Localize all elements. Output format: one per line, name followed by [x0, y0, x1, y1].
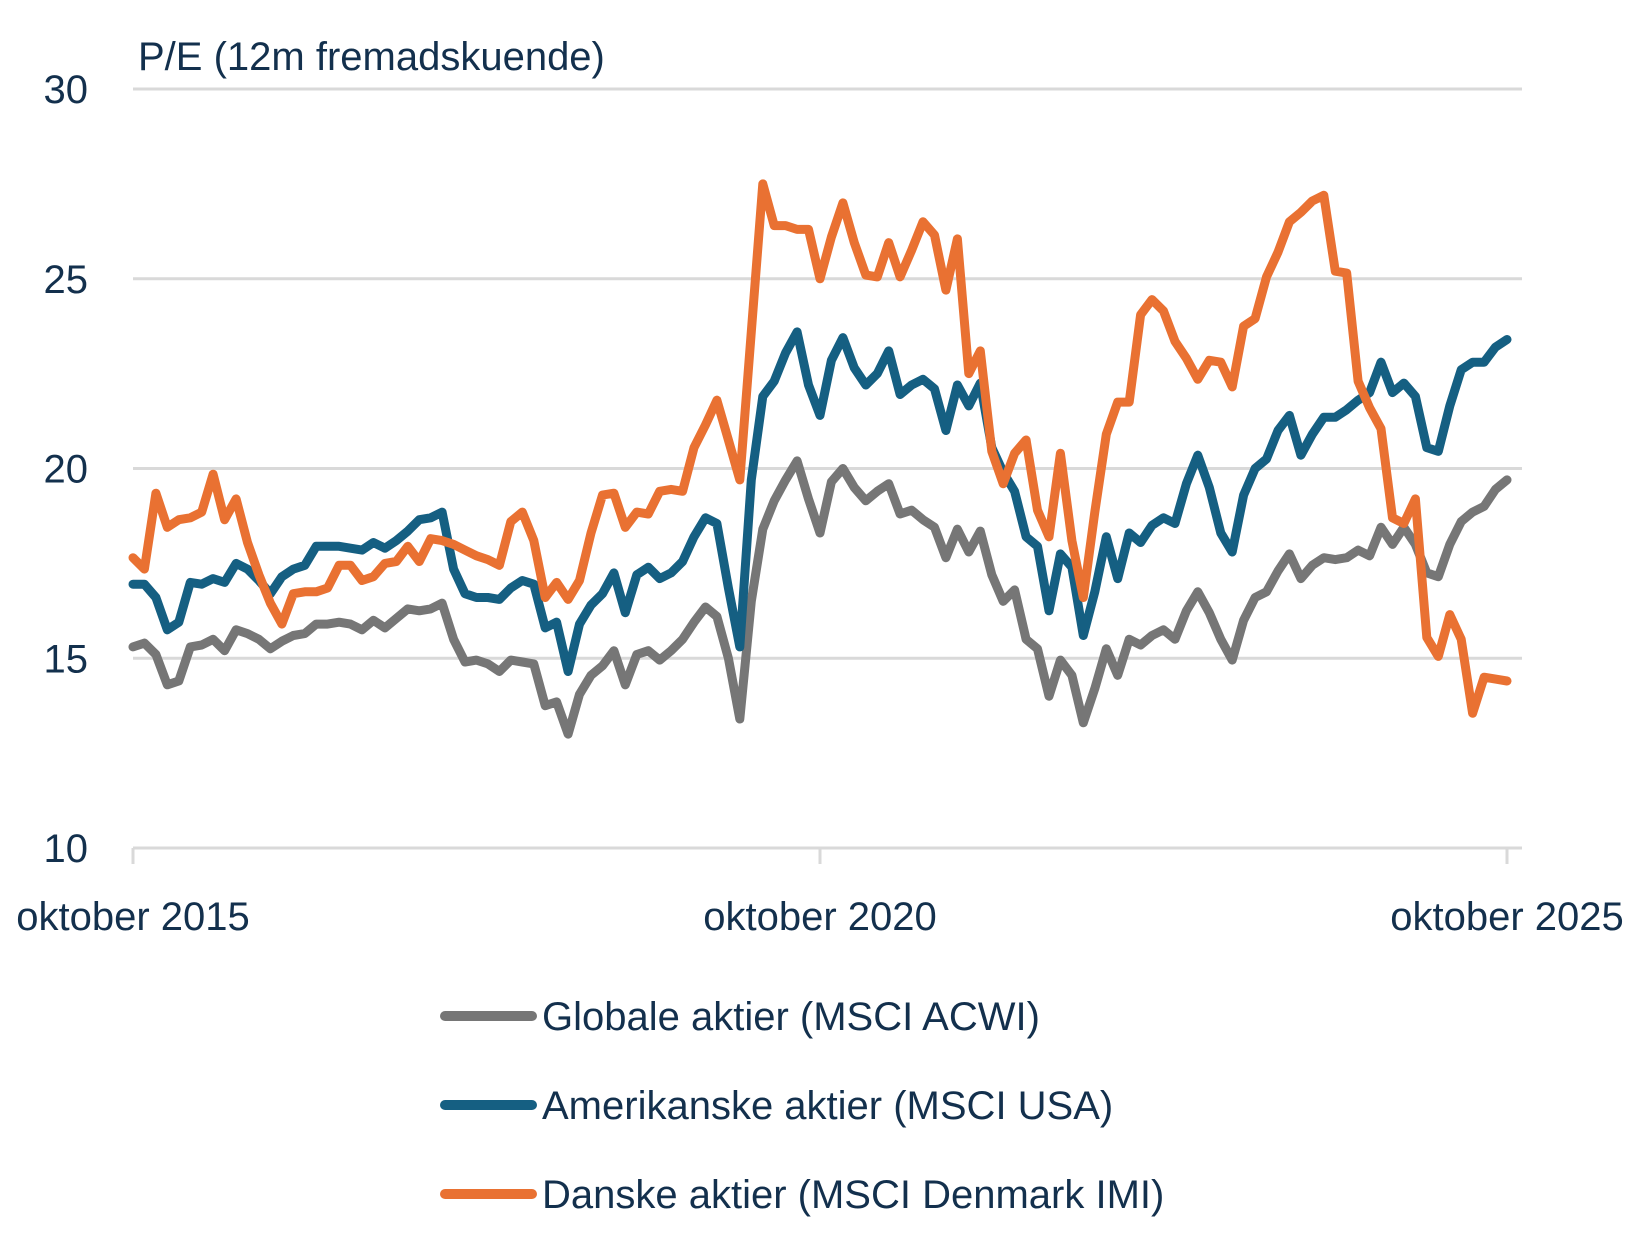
y-tick-label: 20: [44, 448, 89, 492]
x-tick-label: oktober 2020: [703, 895, 937, 939]
y-tick-label: 25: [44, 258, 89, 302]
x-tick-label: oktober 2015: [16, 895, 250, 939]
y-tick-label: 30: [44, 68, 89, 112]
series-line-amerikanske-aktier-msci-usa: [128, 327, 1512, 676]
y-tick-label: 10: [44, 827, 89, 871]
x-tick-label: oktober 2025: [1390, 895, 1624, 939]
x-axis: oktober 2015 oktober 2020 oktober 2025: [16, 848, 1624, 939]
series-line-danske-aktier-msci-denmark-imi: [128, 179, 1512, 718]
series-line-globale-aktier-msci-acwi: [128, 456, 1512, 739]
y-tick-labels: 10 15 20 25 30: [44, 68, 89, 871]
legend-item: Amerikanske aktier (MSCI USA): [440, 1084, 1113, 1128]
series-lines: [128, 179, 1512, 739]
legend-label: Amerikanske aktier (MSCI USA): [542, 1084, 1113, 1128]
legend-item: Globale aktier (MSCI ACWI): [440, 995, 1040, 1039]
legend: Globale aktier (MSCI ACWI) Amerikanske ak…: [440, 995, 1164, 1217]
legend-label: Globale aktier (MSCI ACWI): [542, 995, 1040, 1039]
gridlines: [133, 87, 1522, 850]
y-tick-label: 15: [44, 637, 89, 681]
legend-label: Danske aktier (MSCI Denmark IMI): [542, 1173, 1164, 1217]
y-axis-title: P/E (12m fremadskuende): [138, 35, 605, 79]
legend-item: Danske aktier (MSCI Denmark IMI): [440, 1173, 1164, 1217]
